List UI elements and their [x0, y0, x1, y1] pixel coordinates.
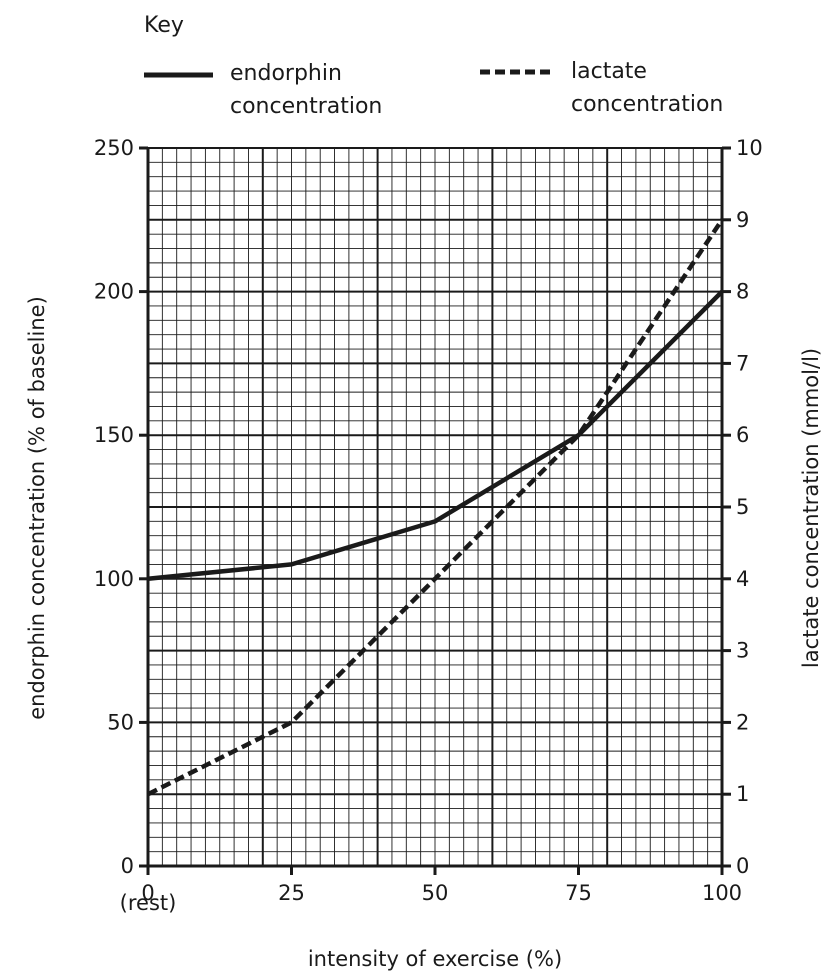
y-tick-label-right: 8 [736, 280, 749, 304]
x-tick-label: 75 [565, 881, 592, 905]
y-tick-label-right: 1 [736, 782, 749, 806]
x-tick-label: 0 [141, 881, 154, 905]
y-axis-title-right: lactate concentration (mmol/l) [799, 348, 823, 668]
y-tick-label-left: 150 [94, 423, 134, 447]
y-tick-label-left: 50 [107, 710, 134, 734]
legend-label-endorphin-line1: endorphin [230, 61, 342, 86]
y-tick-label-right: 2 [736, 710, 749, 734]
grid [147, 147, 723, 867]
y-tick-label-right: 3 [736, 639, 749, 663]
y-tick-label-left: 100 [94, 567, 134, 591]
x-tick-note: (rest) [120, 891, 177, 915]
series-line-endorphin [147, 290, 724, 582]
x-tick-label: 100 [702, 881, 742, 905]
y-tick-label-left: 250 [94, 136, 134, 160]
x-axis-title: intensity of exercise (%) [308, 947, 562, 971]
y-tick-label-right: 5 [736, 495, 749, 519]
series-lines [146, 218, 724, 797]
y-tick-label-right: 0 [736, 854, 749, 878]
legend-label-lactate-line2: concentration [571, 92, 723, 117]
legend-label-endorphin-line2: concentration [230, 94, 382, 119]
y-tick-label-right: 9 [736, 208, 749, 232]
series-line-lactate [146, 218, 724, 797]
axes [139, 146, 731, 875]
y-tick-label-right: 7 [736, 351, 749, 375]
y-tick-label-left: 200 [94, 280, 134, 304]
y-axis-title-left: endorphin concentration (% of baseline) [25, 296, 49, 720]
y-tick-label-right: 10 [736, 136, 763, 160]
x-tick-label: 25 [278, 881, 305, 905]
y-tick-label-right: 6 [736, 423, 749, 447]
x-tick-label: 50 [422, 881, 449, 905]
y-tick-label-left: 0 [121, 854, 134, 878]
legend: Key endorphin concentration lactate conc… [144, 13, 723, 119]
y-tick-label-right: 4 [736, 567, 749, 591]
legend-title: Key [144, 13, 184, 38]
legend-label-lactate-line1: lactate [571, 59, 647, 84]
